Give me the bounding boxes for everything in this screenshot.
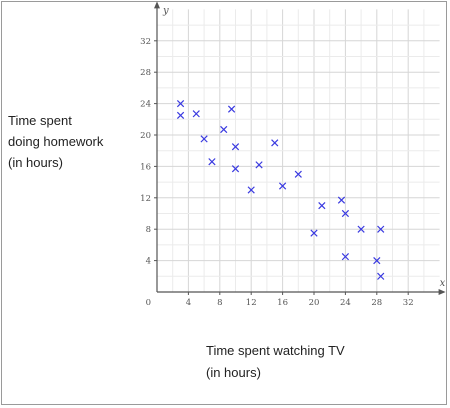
x-axis-arrow	[438, 289, 446, 295]
data-point	[373, 256, 381, 265]
grid	[157, 9, 440, 292]
y-axis-label-line-2: doing homework	[8, 134, 104, 149]
data-point	[357, 225, 365, 233]
data-point	[176, 111, 185, 119]
data-point	[341, 253, 350, 261]
x-axis-label-line-1: Time spent watching TV	[206, 343, 345, 358]
data-point	[377, 272, 385, 280]
data-point	[294, 170, 302, 178]
y-axis-label-line-3: (in hours)	[8, 155, 63, 170]
data-point	[278, 182, 287, 190]
data-point	[231, 165, 240, 173]
data-point	[255, 161, 263, 169]
y-tick-label: 16	[140, 162, 151, 172]
x-tick-label: 8	[217, 298, 222, 308]
data-point	[341, 209, 350, 218]
data-point	[318, 202, 326, 210]
x-tick-label: 4	[186, 298, 191, 308]
data-point	[227, 105, 236, 113]
x-tick-label: 20	[309, 298, 320, 308]
data-point	[208, 158, 216, 166]
data-points	[176, 99, 385, 280]
y-tick-label: 4	[146, 257, 151, 267]
data-point	[200, 135, 208, 143]
y-axis-name: y	[162, 5, 169, 16]
y-tick-label: 20	[140, 131, 151, 141]
origin-label: 0	[146, 298, 151, 308]
data-point	[310, 229, 318, 237]
y-tick-label: 8	[146, 225, 151, 235]
y-axis-label: Time spent doing homework (in hours)	[8, 110, 103, 173]
y-tick-label: 24	[140, 100, 151, 110]
data-point	[231, 143, 240, 151]
x-tick-label: 12	[246, 298, 257, 308]
data-point	[192, 110, 200, 118]
x-tick-label: 32	[403, 298, 414, 308]
x-axis-name: x	[440, 278, 446, 289]
x-tick-label: 16	[277, 298, 288, 308]
data-point	[220, 125, 228, 134]
y-axis-arrow	[154, 1, 160, 9]
data-point	[247, 186, 255, 194]
data-point	[176, 99, 185, 108]
y-tick-label: 28	[140, 68, 151, 78]
axes: xy	[154, 1, 446, 295]
x-tick-label: 28	[371, 298, 382, 308]
y-axis-label-line-1: Time spent	[8, 113, 72, 128]
y-tick-label: 12	[140, 194, 151, 204]
data-point	[271, 139, 279, 147]
x-axis-label-line-2: (in hours)	[206, 365, 261, 380]
data-point	[337, 196, 346, 204]
y-tick-label: 32	[140, 37, 151, 47]
tick-labels: 4 8 12 16 20 24 28 32 4 8 12 16 20 24 28 32 0	[140, 37, 413, 308]
x-axis-label: Time spent watching TV (in hours)	[206, 340, 345, 384]
x-tick-label: 24	[340, 298, 351, 308]
data-point	[377, 225, 385, 233]
